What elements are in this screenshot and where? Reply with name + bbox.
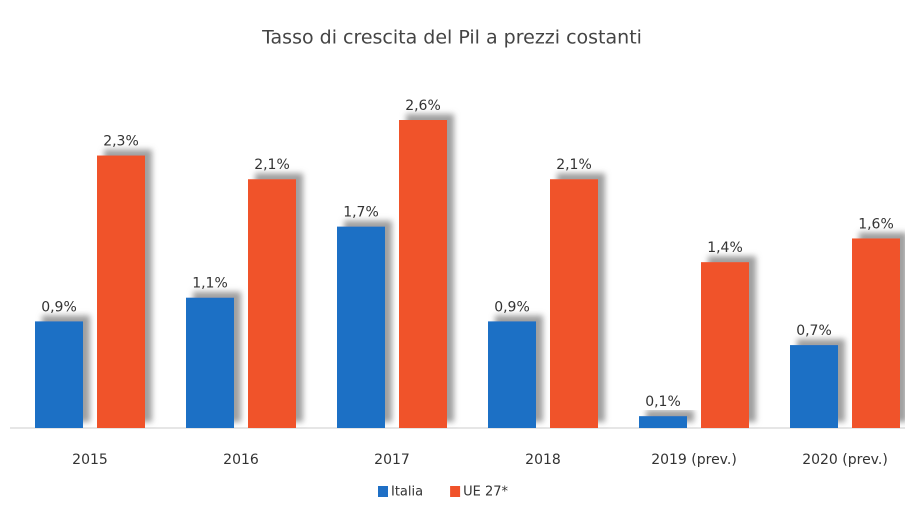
data-label: 2,3% (103, 134, 139, 150)
x-tick-label: 2018 (525, 452, 561, 468)
data-label: 1,4% (707, 240, 743, 256)
x-tick-label: 2020 (prev.) (802, 452, 888, 468)
bar (186, 297, 234, 428)
data-label: 2,1% (556, 157, 592, 173)
bar (337, 226, 385, 428)
x-tick-label: 2016 (223, 452, 259, 468)
x-tick-label: 2017 (374, 452, 410, 468)
bar (701, 262, 749, 428)
bar (399, 120, 447, 428)
legend-label: UE 27* (463, 485, 508, 500)
x-tick-label: 2015 (72, 452, 108, 468)
chart-title: Tasso di crescita del Pil a prezzi costa… (261, 27, 642, 49)
bar (790, 345, 838, 428)
bar (852, 238, 900, 428)
data-label: 0,9% (494, 299, 530, 315)
data-label: 1,7% (343, 205, 379, 221)
bar (639, 416, 687, 428)
bar (488, 321, 536, 428)
bar (97, 155, 145, 429)
x-tick-label: 2019 (prev.) (651, 452, 737, 468)
legend-swatch (450, 486, 461, 497)
data-label: 0,9% (41, 299, 77, 315)
legend-label: Italia (391, 485, 423, 500)
bar (248, 179, 296, 428)
legend-swatch (378, 486, 388, 497)
data-label: 1,6% (858, 216, 894, 232)
data-label: 0,7% (796, 323, 832, 339)
data-label: 1,1% (192, 276, 228, 292)
data-label: 2,6% (405, 98, 441, 114)
data-label: 0,1% (645, 394, 681, 410)
bar (35, 321, 83, 428)
bar (550, 179, 598, 428)
data-label: 2,1% (254, 157, 290, 173)
